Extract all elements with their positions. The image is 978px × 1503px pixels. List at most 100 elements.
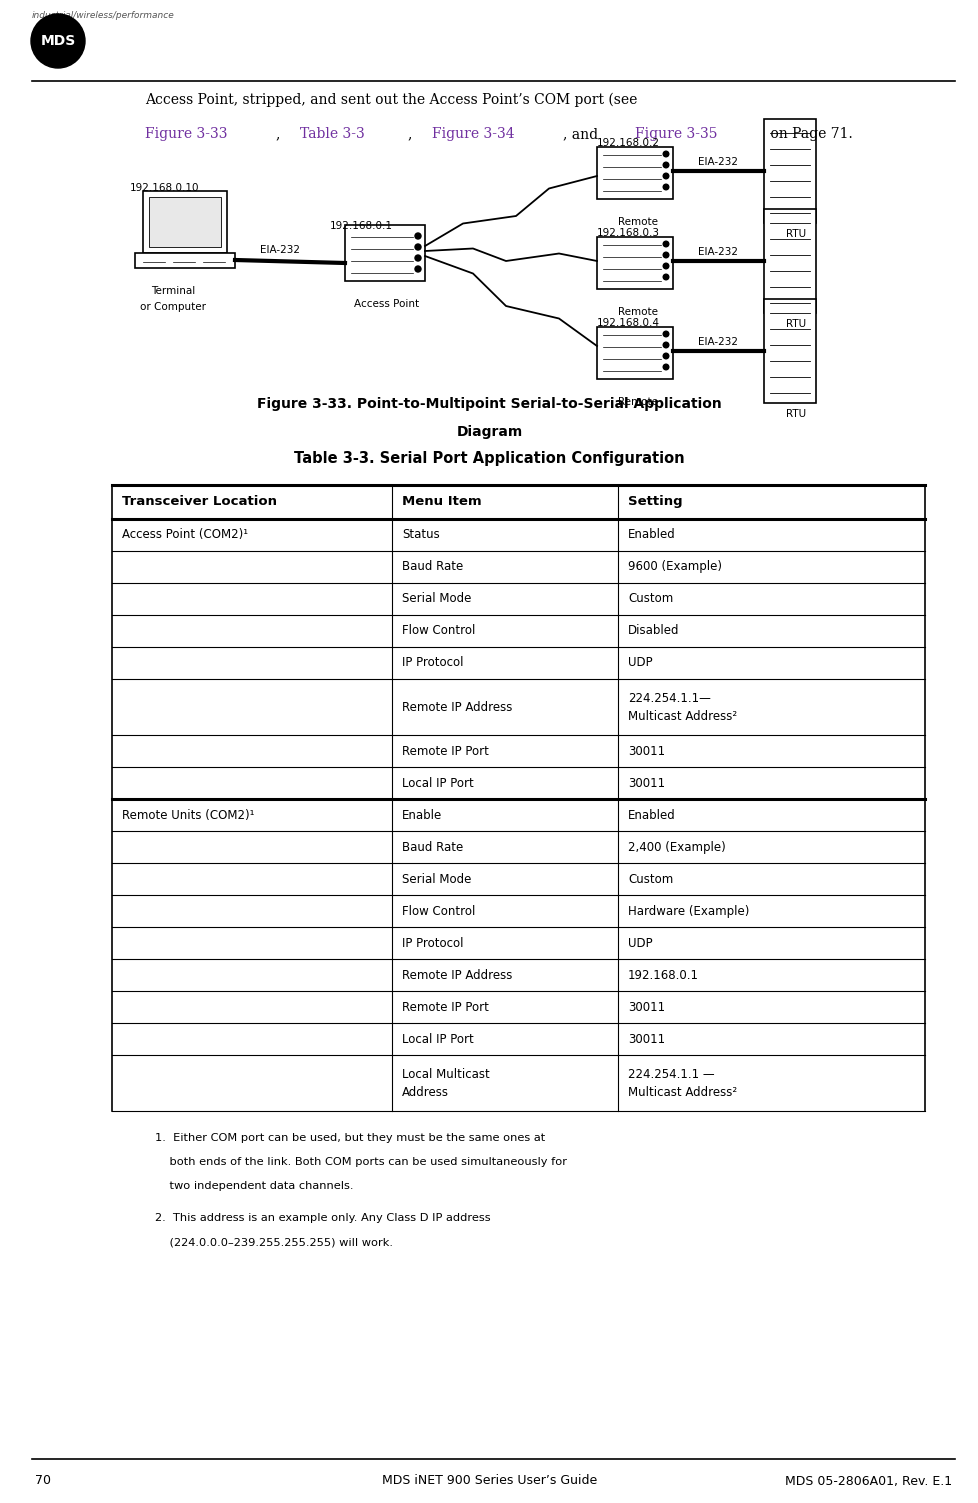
Circle shape bbox=[662, 331, 668, 337]
Text: RTU: RTU bbox=[785, 228, 805, 239]
Text: EIA-232: EIA-232 bbox=[697, 156, 737, 167]
Circle shape bbox=[662, 173, 668, 179]
Text: Custom: Custom bbox=[627, 873, 673, 885]
Text: Enabled: Enabled bbox=[627, 809, 675, 822]
Text: both ends of the link. Both COM ports can be used simultaneously for: both ends of the link. Both COM ports ca… bbox=[155, 1157, 566, 1166]
Text: Serial Mode: Serial Mode bbox=[402, 592, 470, 606]
Text: 192.168.0.1: 192.168.0.1 bbox=[627, 968, 698, 981]
Circle shape bbox=[662, 185, 668, 189]
Bar bbox=[597, 147, 672, 198]
Bar bbox=[135, 253, 235, 268]
Text: 30011: 30011 bbox=[627, 777, 664, 789]
Text: or Computer: or Computer bbox=[140, 302, 205, 313]
Text: MDS 05-2806A01, Rev. E.1: MDS 05-2806A01, Rev. E.1 bbox=[784, 1474, 951, 1488]
Text: UDP: UDP bbox=[627, 936, 652, 950]
Text: Diagram: Diagram bbox=[456, 425, 522, 439]
Text: Access Point (COM2)¹: Access Point (COM2)¹ bbox=[122, 529, 247, 541]
Text: Baud Rate: Baud Rate bbox=[402, 840, 463, 854]
Text: ,: , bbox=[276, 126, 285, 141]
Text: 9600 (Example): 9600 (Example) bbox=[627, 561, 721, 574]
Text: , and: , and bbox=[562, 126, 602, 141]
Text: ,: , bbox=[408, 126, 417, 141]
Text: Terminal: Terminal bbox=[151, 286, 195, 296]
Text: 30011: 30011 bbox=[627, 1001, 664, 1013]
Text: Local IP Port: Local IP Port bbox=[402, 1033, 473, 1046]
Text: Remote: Remote bbox=[617, 307, 657, 317]
Text: 2,400 (Example): 2,400 (Example) bbox=[627, 840, 725, 854]
Text: Remote IP Address: Remote IP Address bbox=[402, 968, 511, 981]
Text: Figure 3-33. Point-to-Multipoint Serial-to-Serial Application: Figure 3-33. Point-to-Multipoint Serial-… bbox=[257, 397, 721, 410]
Text: Table 3-3: Table 3-3 bbox=[300, 126, 365, 141]
Circle shape bbox=[415, 266, 421, 272]
Text: Multicast Address²: Multicast Address² bbox=[627, 709, 736, 723]
Text: Serial Mode: Serial Mode bbox=[402, 873, 470, 885]
Text: 192.168.0.3: 192.168.0.3 bbox=[597, 228, 659, 237]
Text: Remote IP Address: Remote IP Address bbox=[402, 700, 511, 714]
Text: 224.254.1.1 —: 224.254.1.1 — bbox=[627, 1067, 714, 1081]
Bar bbox=[149, 197, 221, 246]
Text: Hardware (Example): Hardware (Example) bbox=[627, 905, 748, 917]
Text: Remote IP Port: Remote IP Port bbox=[402, 1001, 488, 1013]
Text: Enable: Enable bbox=[402, 809, 442, 822]
Bar bbox=[763, 299, 816, 403]
Text: Transceiver Location: Transceiver Location bbox=[122, 496, 277, 508]
Text: 1.  Either COM port can be used, but they must be the same ones at: 1. Either COM port can be used, but they… bbox=[155, 1133, 545, 1142]
Text: 192.168.0.2: 192.168.0.2 bbox=[597, 138, 659, 147]
Text: Figure 3-35: Figure 3-35 bbox=[635, 126, 717, 141]
Text: 224.254.1.1—: 224.254.1.1— bbox=[627, 691, 710, 705]
Text: Flow Control: Flow Control bbox=[402, 905, 475, 917]
Circle shape bbox=[662, 162, 668, 168]
Text: Address: Address bbox=[402, 1085, 449, 1099]
Text: Local IP Port: Local IP Port bbox=[402, 777, 473, 789]
Text: Access Point, stripped, and sent out the Access Point’s COM port (see: Access Point, stripped, and sent out the… bbox=[145, 93, 637, 107]
Text: 30011: 30011 bbox=[627, 1033, 664, 1046]
Bar bbox=[143, 191, 227, 253]
Text: Menu Item: Menu Item bbox=[402, 496, 481, 508]
Text: 192.168.0.10: 192.168.0.10 bbox=[130, 183, 200, 192]
Text: on Page 71.: on Page 71. bbox=[766, 126, 852, 141]
Text: Status: Status bbox=[402, 529, 439, 541]
Bar bbox=[763, 119, 816, 222]
Text: Remote: Remote bbox=[617, 397, 657, 407]
Circle shape bbox=[415, 243, 421, 249]
Bar bbox=[597, 237, 672, 289]
Text: 30011: 30011 bbox=[627, 744, 664, 758]
Text: Figure 3-34: Figure 3-34 bbox=[431, 126, 513, 141]
Text: Remote IP Port: Remote IP Port bbox=[402, 744, 488, 758]
Text: Setting: Setting bbox=[627, 496, 682, 508]
Text: RTU: RTU bbox=[785, 319, 805, 329]
Text: (224.0.0.0–239.255.255.255) will work.: (224.0.0.0–239.255.255.255) will work. bbox=[155, 1237, 392, 1247]
Text: RTU: RTU bbox=[785, 409, 805, 419]
Text: industrial/wireless/performance: industrial/wireless/performance bbox=[32, 11, 174, 20]
Circle shape bbox=[662, 253, 668, 259]
Circle shape bbox=[662, 343, 668, 347]
Text: EIA-232: EIA-232 bbox=[697, 337, 737, 347]
Text: Enabled: Enabled bbox=[627, 529, 675, 541]
Text: Flow Control: Flow Control bbox=[402, 625, 475, 637]
Text: Figure 3-33: Figure 3-33 bbox=[145, 126, 227, 141]
Circle shape bbox=[662, 274, 668, 280]
Circle shape bbox=[662, 152, 668, 156]
Text: Custom: Custom bbox=[627, 592, 673, 606]
Text: Local Multicast: Local Multicast bbox=[402, 1067, 489, 1081]
Text: UDP: UDP bbox=[627, 657, 652, 669]
Circle shape bbox=[662, 240, 668, 246]
Text: 2.  This address is an example only. Any Class D IP address: 2. This address is an example only. Any … bbox=[155, 1213, 490, 1223]
Text: IP Protocol: IP Protocol bbox=[402, 936, 463, 950]
Circle shape bbox=[662, 364, 668, 370]
Bar bbox=[597, 328, 672, 379]
Text: MDS iNET 900 Series User’s Guide: MDS iNET 900 Series User’s Guide bbox=[381, 1474, 597, 1488]
Circle shape bbox=[415, 256, 421, 262]
Text: 70: 70 bbox=[35, 1474, 51, 1488]
Circle shape bbox=[662, 263, 668, 269]
Circle shape bbox=[31, 14, 85, 68]
Circle shape bbox=[662, 353, 668, 359]
Text: MDS: MDS bbox=[40, 35, 75, 48]
Text: two independent data channels.: two independent data channels. bbox=[155, 1181, 353, 1190]
Text: Access Point: Access Point bbox=[354, 299, 420, 310]
Text: Baud Rate: Baud Rate bbox=[402, 561, 463, 574]
Text: Multicast Address²: Multicast Address² bbox=[627, 1085, 736, 1099]
Bar bbox=[344, 225, 424, 281]
Text: Remote: Remote bbox=[617, 216, 657, 227]
Text: 192.168.0.1: 192.168.0.1 bbox=[330, 221, 392, 231]
